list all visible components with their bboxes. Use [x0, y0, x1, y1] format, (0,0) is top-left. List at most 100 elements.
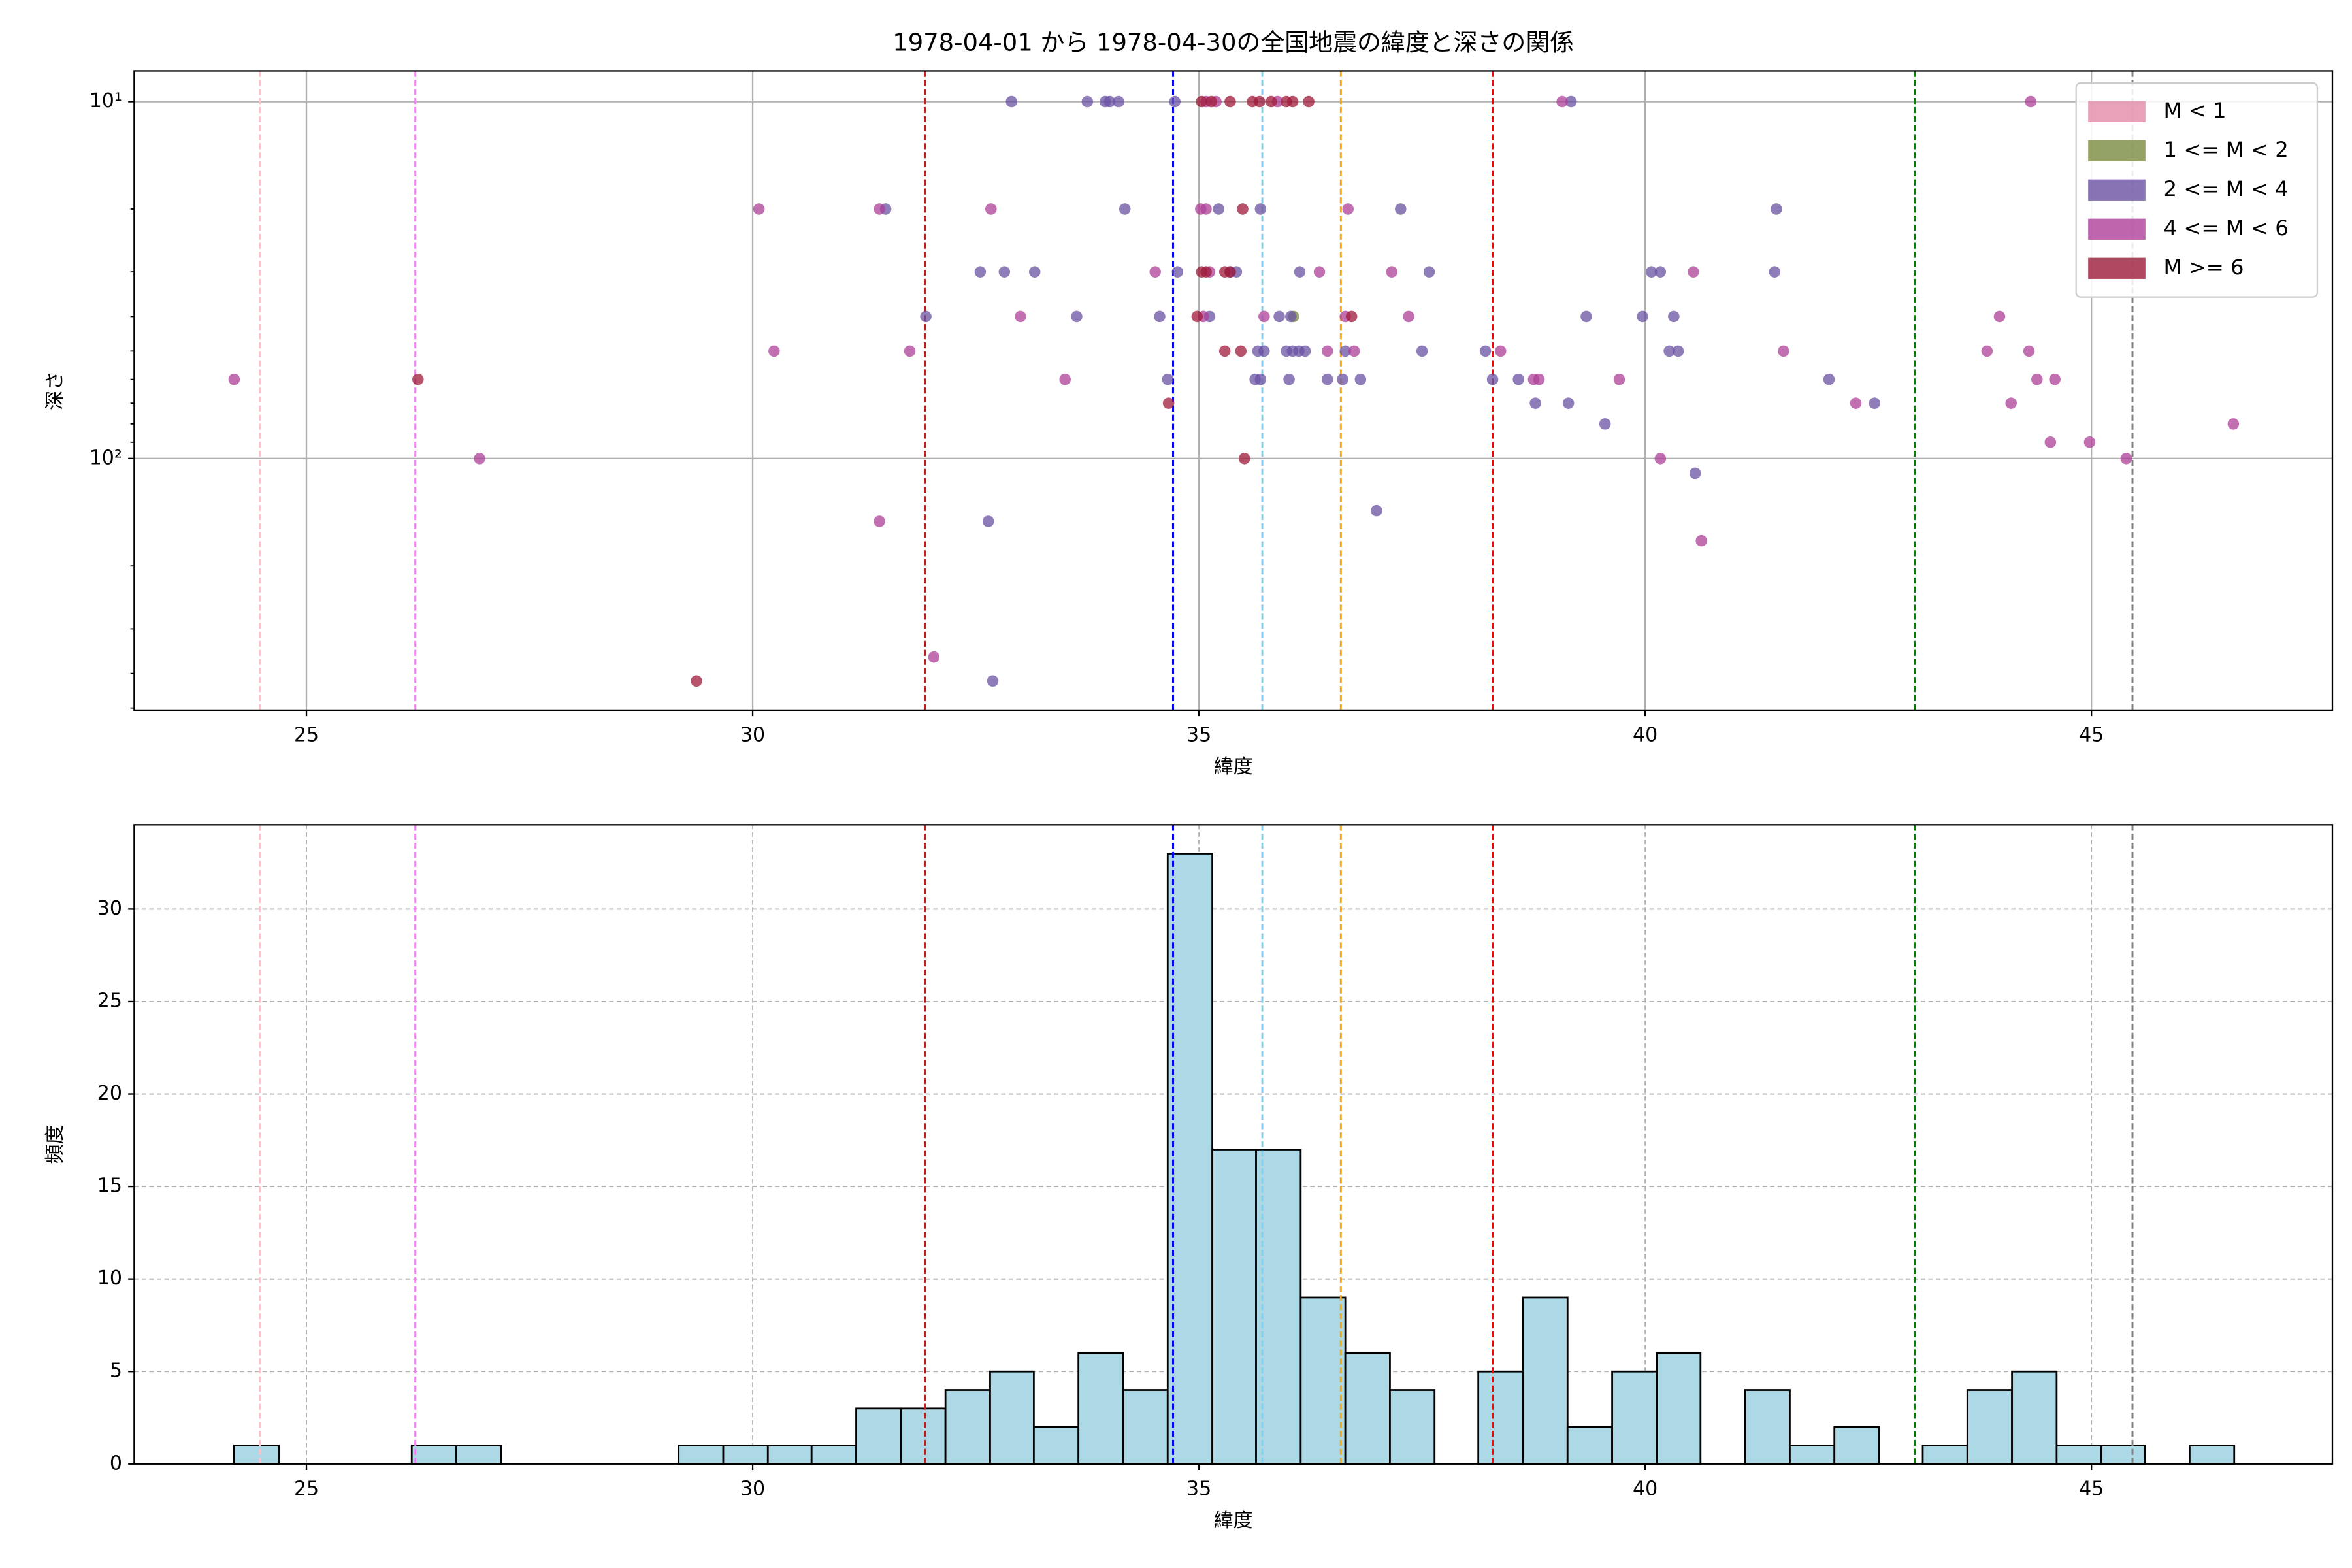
histogram-bar: [1522, 1296, 1569, 1465]
x-tick-label: 40: [1633, 724, 1658, 747]
data-point: [1149, 266, 1161, 278]
data-point: [1154, 310, 1166, 323]
data-point: [1286, 95, 1299, 108]
data-point: [1162, 397, 1175, 409]
data-point: [1354, 373, 1367, 385]
data-point: [1218, 345, 1231, 357]
y-tick-label: 5: [110, 1360, 122, 1382]
data-point: [1993, 310, 2006, 323]
axes-frame: [133, 824, 2334, 1465]
data-point: [1028, 266, 1041, 278]
histogram-bar: [233, 1445, 280, 1465]
data-point: [1283, 373, 1295, 385]
chart-title: 1978-04-01 から 1978-04-30の全国地震の緯度と深さの関係: [892, 28, 1574, 56]
data-point: [2049, 373, 2061, 385]
data-point: [1386, 266, 1397, 278]
data-point: [1668, 310, 1680, 323]
data-point: [1103, 95, 1116, 108]
data-point: [1258, 310, 1270, 323]
data-point: [1169, 95, 1181, 108]
histogram-bar: [989, 1370, 1035, 1465]
data-point: [1294, 266, 1306, 278]
histogram-bar: [810, 1445, 857, 1465]
data-point: [1689, 467, 1701, 480]
data-point: [1637, 310, 1648, 323]
histogram-bar: [900, 1407, 947, 1465]
data-point: [1313, 266, 1326, 278]
data-point: [2031, 373, 2043, 385]
data-point: [1265, 95, 1277, 108]
histogram-bar: [1166, 853, 1213, 1465]
histogram-bar: [1966, 1389, 2013, 1465]
y-tick-label: 10¹: [90, 90, 122, 112]
data-point: [1200, 203, 1212, 215]
histogram-bar: [2189, 1445, 2236, 1465]
data-point: [1235, 345, 1247, 357]
histogram-bar: [855, 1407, 902, 1465]
data-point: [1119, 203, 1131, 215]
data-point: [1303, 95, 1315, 108]
data-point: [1059, 373, 1071, 385]
data-point: [998, 266, 1011, 278]
data-point: [228, 373, 240, 385]
histogram-bar: [2055, 1445, 2102, 1465]
data-point: [1771, 203, 1782, 215]
x-axis-label: 緯度: [1214, 755, 1253, 778]
histogram-bar: [1255, 1149, 1302, 1465]
data-point: [2005, 397, 2017, 409]
data-point: [1654, 266, 1667, 278]
x-tick-label: 45: [2079, 724, 2104, 747]
data-point: [1529, 397, 1541, 409]
histogram-bar: [410, 1445, 457, 1465]
histogram-bar: [1211, 1149, 1257, 1465]
histogram-bar: [766, 1445, 813, 1465]
histogram-bar: [1656, 1352, 1702, 1465]
data-point: [1015, 310, 1026, 323]
histogram-bar: [1477, 1370, 1524, 1465]
data-point: [474, 453, 485, 465]
legend-label: 4 <= M < 6: [2164, 216, 2289, 240]
data-point: [1213, 203, 1224, 215]
x-tick-label: 25: [294, 724, 319, 747]
histogram-bar: [1833, 1426, 1880, 1465]
data-point: [1613, 373, 1625, 385]
x-tick-label: 35: [1186, 724, 1211, 747]
histogram-bar: [1566, 1426, 1613, 1465]
data-point: [987, 675, 999, 687]
data-point: [1345, 310, 1358, 323]
y-axis-label: 頻度: [44, 1125, 67, 1164]
histogram-bar: [678, 1445, 725, 1465]
data-point: [874, 515, 885, 527]
legend-label: M < 1: [2164, 98, 2227, 123]
data-point: [1395, 203, 1407, 215]
data-point: [1005, 95, 1017, 108]
x-tick-label: 40: [1633, 1478, 1658, 1501]
data-point: [691, 675, 702, 687]
y-tick-label: 0: [110, 1452, 122, 1475]
x-tick-label: 30: [740, 724, 765, 747]
data-point: [1663, 345, 1675, 357]
data-point: [928, 651, 940, 663]
data-point: [1254, 203, 1267, 215]
data-point: [1191, 310, 1203, 323]
histogram-bar: [1077, 1352, 1124, 1465]
data-point: [1348, 345, 1360, 357]
legend-box: [2075, 82, 2319, 298]
data-point: [2025, 95, 2037, 108]
x-axis-label: 緯度: [1214, 1509, 1253, 1532]
data-point: [1672, 345, 1684, 357]
histogram-bar: [1921, 1445, 1968, 1465]
data-point: [1200, 266, 1212, 278]
data-point: [1371, 504, 1382, 517]
data-point: [904, 345, 916, 357]
data-point: [1162, 373, 1174, 385]
data-point: [874, 203, 885, 215]
y-tick-label: 25: [97, 989, 122, 1012]
data-point: [1337, 373, 1348, 385]
data-point: [1237, 203, 1249, 215]
data-point: [982, 515, 994, 527]
data-point: [2120, 453, 2132, 465]
data-point: [985, 203, 997, 215]
data-point: [1224, 266, 1236, 278]
data-point: [1695, 534, 1707, 547]
